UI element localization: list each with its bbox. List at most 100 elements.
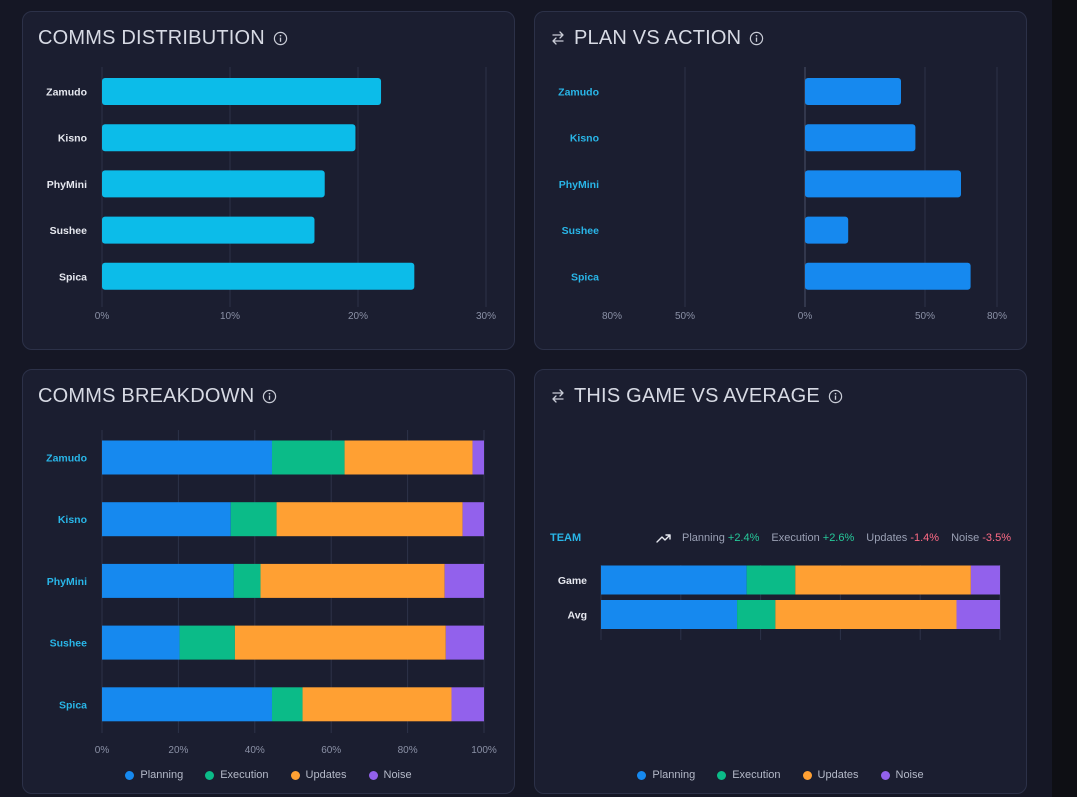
swap-icon	[550, 30, 566, 46]
card-title: COMMS BREAKDOWN	[38, 384, 255, 407]
category-label: Spica	[571, 271, 599, 283]
info-icon[interactable]	[262, 389, 277, 404]
legend: Planning Execution Updates Noise	[23, 769, 514, 781]
card-title: COMMS DISTRIBUTION	[38, 26, 265, 49]
comms-distribution-header: COMMS DISTRIBUTION	[38, 25, 288, 51]
info-icon[interactable]	[273, 31, 288, 46]
category-label: Spica	[59, 271, 87, 283]
segment-execution	[271, 687, 303, 722]
x-tick-label: 0%	[95, 311, 110, 322]
segment-execution	[230, 502, 277, 537]
category-label: Spica	[59, 699, 87, 711]
x-tick-label: 20%	[348, 311, 368, 322]
segment-updates	[276, 502, 463, 537]
legend-item-noise[interactable]: Noise	[880, 769, 924, 781]
category-label: Kisno	[58, 133, 87, 145]
legend-item-noise[interactable]: Noise	[368, 769, 412, 781]
card-title: THIS GAME VS AVERAGE	[574, 384, 820, 407]
x-tick-label: 100%	[471, 745, 497, 756]
category-label: Avg	[568, 610, 587, 622]
x-tick-label: 50%	[915, 311, 935, 322]
segment-noise	[970, 565, 1000, 595]
category-label: Sushee	[562, 225, 600, 237]
legend-item-execution[interactable]: Execution	[717, 769, 781, 781]
segment-updates	[234, 625, 446, 660]
x-tick-label: 40%	[245, 745, 265, 756]
game-vs-average-card: THIS GAME VS AVERAGE TEAM Planning +2.4%…	[534, 369, 1027, 794]
legend-item-updates[interactable]: Updates	[802, 769, 859, 781]
category-label: Zamudo	[558, 87, 599, 99]
segment-execution	[737, 600, 776, 629]
category-label: PhyMini	[559, 179, 599, 191]
segment-planning	[102, 687, 272, 722]
game-vs-average-header: THIS GAME VS AVERAGE	[550, 383, 843, 409]
comms-breakdown-chart: 0% 20% 40% 60% 80% 100% Zamudo Kisno PhyMini Sush…	[46, 430, 497, 756]
segment-noise	[451, 687, 484, 722]
plan-vs-action-header: PLAN VS ACTION	[550, 25, 764, 51]
segment-updates	[344, 440, 473, 475]
segment-planning	[102, 625, 180, 660]
team-label: TEAM	[550, 532, 582, 544]
bar-phymini	[102, 170, 325, 198]
segment-updates	[302, 687, 452, 722]
bar-zamudo	[102, 78, 382, 105]
comms-breakdown-card: COMMS BREAKDOWN 0% 20% 40% 60% 80% 100% Zamudo…	[22, 369, 515, 794]
comms-distribution-card: COMMS DISTRIBUTION 0% 10% 20% 30% Zamudo Kisn…	[22, 11, 515, 350]
plan-vs-action-card: PLAN VS ACTION 80% 50% 0% 50% 80% Zamudo Kisno…	[534, 11, 1027, 350]
category-label: Zamudo	[46, 453, 87, 465]
info-icon[interactable]	[749, 31, 764, 46]
bar-spica	[805, 262, 971, 290]
legend-item-updates[interactable]: Updates	[290, 769, 347, 781]
segment-noise	[462, 502, 484, 537]
bar-zamudo	[805, 78, 901, 105]
bar-sushee	[102, 216, 315, 244]
segment-execution	[271, 440, 345, 475]
metric-planning: Planning +2.4%	[682, 532, 760, 544]
x-tick-label: 20%	[168, 745, 188, 756]
game-vs-average-chart: Game Avg	[558, 565, 1001, 640]
x-tick-label: 80%	[987, 311, 1007, 322]
window-edge	[1052, 0, 1077, 797]
bar-phymini	[805, 170, 961, 198]
segment-planning	[601, 600, 738, 629]
legend-item-planning[interactable]: Planning	[637, 769, 695, 781]
category-label: Sushee	[50, 638, 88, 650]
plan-vs-action-chart: 80% 50% 0% 50% 80% Zamudo Kisno PhyMini Sushee Sp…	[558, 67, 1007, 322]
x-tick-label: 80%	[398, 745, 418, 756]
x-tick-label: 30%	[476, 311, 496, 322]
team-summary: TEAM Planning +2.4% Execution +2.6% Upda…	[550, 530, 1011, 546]
segment-planning	[102, 502, 231, 537]
segment-noise	[444, 563, 484, 598]
segment-execution	[233, 563, 261, 598]
swap-icon	[550, 388, 566, 404]
comms-breakdown-header: COMMS BREAKDOWN	[38, 383, 277, 409]
category-label: Kisno	[58, 514, 87, 526]
category-label: PhyMini	[47, 179, 87, 191]
trend-up-icon	[656, 532, 672, 544]
category-label: Sushee	[50, 225, 88, 237]
segment-execution	[746, 565, 796, 595]
segment-noise	[445, 625, 484, 660]
legend-item-execution[interactable]: Execution	[205, 769, 269, 781]
category-label: PhyMini	[47, 576, 87, 588]
card-title: PLAN VS ACTION	[574, 26, 742, 49]
segment-updates	[795, 565, 971, 595]
bar-spica	[102, 262, 415, 290]
x-tick-label: 50%	[675, 311, 695, 322]
metric-updates: Updates -1.4%	[866, 532, 940, 544]
segment-updates	[775, 600, 957, 629]
bar-sushee	[805, 216, 849, 244]
x-tick-label: 10%	[220, 311, 240, 322]
segment-execution	[179, 625, 235, 660]
legend-item-planning[interactable]: Planning	[125, 769, 183, 781]
x-tick-label: 0%	[798, 311, 813, 322]
segment-planning	[601, 565, 747, 595]
segment-updates	[260, 563, 445, 598]
segment-noise	[956, 600, 1000, 629]
segment-planning	[102, 563, 234, 598]
category-label: Game	[558, 575, 587, 587]
info-icon[interactable]	[828, 389, 843, 404]
legend: Planning Execution Updates Noise	[535, 769, 1026, 781]
x-tick-label: 0%	[95, 745, 110, 756]
category-label: Zamudo	[46, 87, 87, 99]
